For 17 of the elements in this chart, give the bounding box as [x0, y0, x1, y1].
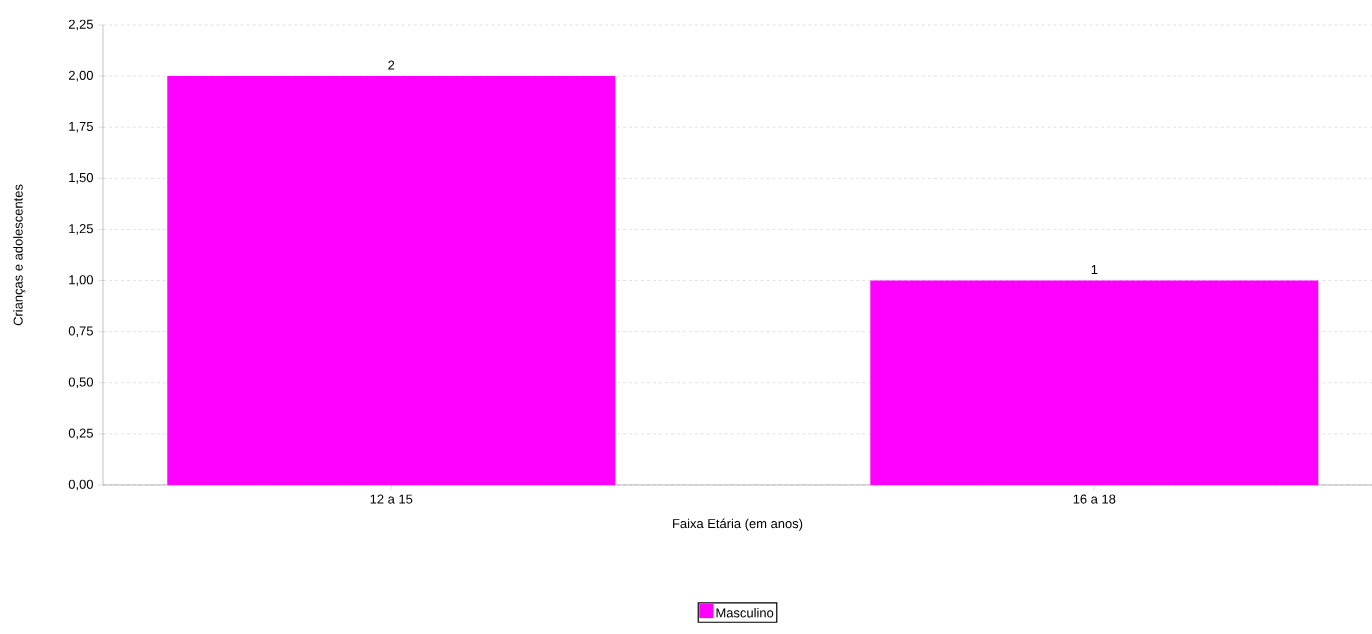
legend-label: Masculino	[716, 607, 774, 618]
y-axis-title: Crianças e adolescentes	[13, 184, 26, 326]
y-tick-label: 1,75	[69, 121, 93, 133]
data-label: 1	[1091, 265, 1098, 275]
y-tick-label: 1,00	[69, 275, 93, 286]
data-label: 2	[388, 60, 395, 70]
y-tick-label: 0,75	[68, 326, 93, 337]
x-axis-title: Faixa Etária (em anos)	[673, 518, 803, 531]
y-tick-label: 0,00	[68, 479, 93, 491]
y-tick-label: 1,50	[69, 172, 93, 184]
y-tick-label: 0,50	[68, 377, 93, 389]
y-tick-label: 2,25	[68, 19, 93, 31]
x-tick-label: 16 a 18	[1073, 494, 1116, 504]
y-tick-label: 1,25	[69, 224, 93, 235]
y-tick-label: 0,25	[68, 428, 93, 440]
y-tick-label: 2,00	[68, 70, 93, 82]
x-tick-label: 12 a 15	[370, 494, 413, 504]
